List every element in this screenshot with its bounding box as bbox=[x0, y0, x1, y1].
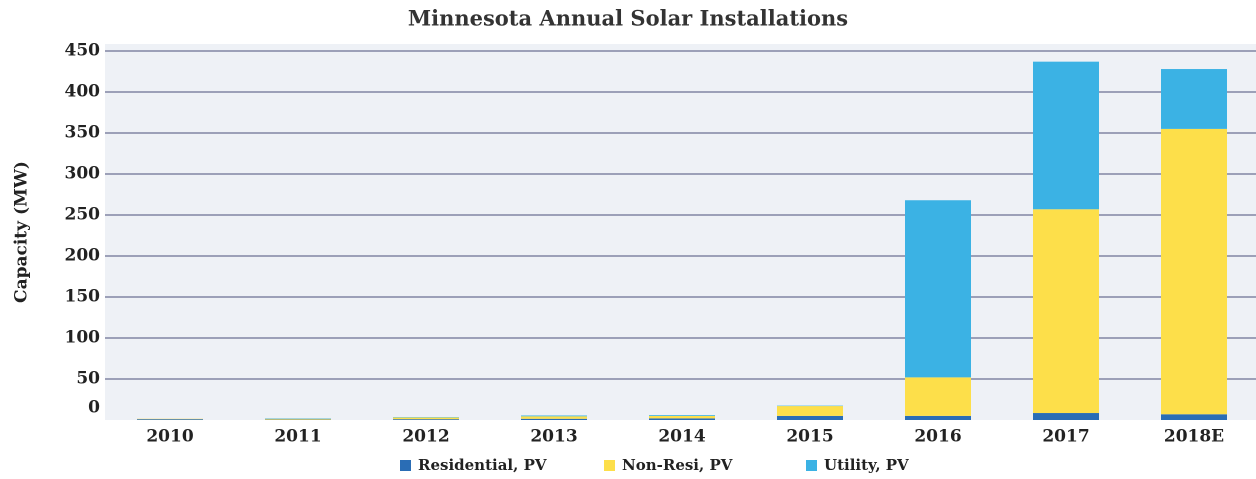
bar-segment bbox=[649, 415, 715, 416]
bar-segment bbox=[905, 415, 971, 420]
bar-segment bbox=[905, 377, 971, 416]
bar-segment bbox=[521, 418, 587, 420]
chart-title: Minnesota Annual Solar Installations bbox=[408, 6, 848, 31]
legend-swatch bbox=[806, 460, 817, 471]
bar-segment bbox=[1033, 61, 1099, 210]
bar-segment bbox=[137, 419, 203, 420]
y-tick-label: 250 bbox=[65, 205, 101, 225]
bar-segment bbox=[777, 415, 843, 420]
y-tick-label: 300 bbox=[65, 164, 101, 184]
y-tick-label: 100 bbox=[65, 328, 101, 348]
x-tick-label: 2017 bbox=[1042, 427, 1089, 447]
x-tick-label: 2013 bbox=[530, 427, 577, 447]
y-axis-label: Capacity (MW) bbox=[12, 161, 32, 303]
x-tick-label: 2010 bbox=[146, 427, 193, 447]
x-tick-label: 2012 bbox=[402, 427, 449, 447]
bar-segment bbox=[393, 417, 459, 420]
bar-segment bbox=[649, 418, 715, 420]
bar-segment bbox=[1161, 69, 1227, 129]
legend-label: Non-Resi, PV bbox=[622, 456, 733, 474]
x-tick-label: 2018E bbox=[1164, 427, 1224, 447]
y-tick-label: 150 bbox=[65, 287, 101, 307]
bar-segment bbox=[905, 200, 971, 378]
y-tick-label: 50 bbox=[76, 369, 100, 389]
y-tick-label: 400 bbox=[65, 82, 101, 102]
legend-label: Utility, PV bbox=[824, 456, 909, 474]
bar-segment bbox=[1033, 209, 1099, 414]
x-tick-label: 2015 bbox=[786, 427, 833, 447]
y-tick-label: 450 bbox=[65, 41, 101, 61]
bar-segment bbox=[649, 415, 715, 419]
y-tick-label: 350 bbox=[65, 123, 101, 143]
legend-label: Residential, PV bbox=[418, 456, 547, 474]
bar-segment bbox=[1161, 414, 1227, 420]
legend-swatch bbox=[604, 460, 615, 471]
bar-segment bbox=[393, 419, 459, 420]
bar-segment bbox=[521, 416, 587, 419]
legend-swatch bbox=[400, 460, 411, 471]
y-tick-label: 200 bbox=[65, 246, 101, 266]
bar-segment bbox=[521, 415, 587, 417]
x-tick-label: 2016 bbox=[914, 427, 961, 447]
bar-segment bbox=[777, 406, 843, 416]
y-tick-label: 0 bbox=[88, 398, 100, 418]
bar-segment bbox=[1161, 128, 1227, 415]
x-tick-label: 2014 bbox=[658, 427, 705, 447]
x-tick-label: 2011 bbox=[274, 427, 321, 447]
bar-segment bbox=[265, 418, 331, 420]
bar-segment bbox=[1033, 413, 1099, 420]
